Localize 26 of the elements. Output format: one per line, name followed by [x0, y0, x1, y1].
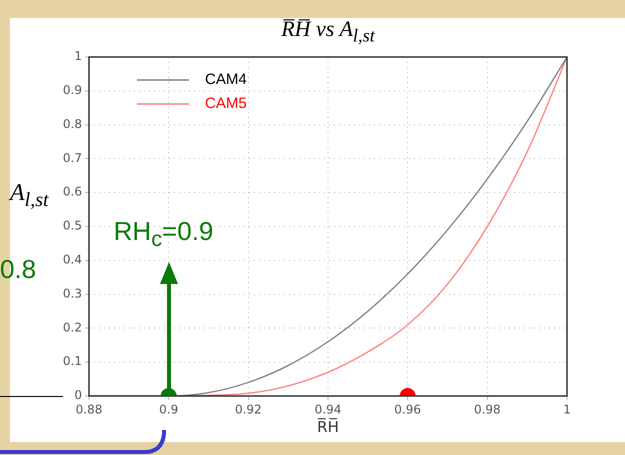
y-tick-label: 1: [74, 49, 82, 64]
y-tick-label: 0.1: [62, 354, 82, 368]
y-tick-label: 0.2: [62, 320, 82, 334]
x-tick-label: 0.88: [76, 402, 102, 416]
y-tick-label: 0.8: [62, 116, 82, 131]
x-tick-label: 0.9: [159, 402, 178, 416]
x-tick-label: 0.94: [314, 402, 342, 416]
y-tick-label: 0.7: [62, 150, 82, 165]
x-tick-label: 0.92: [234, 402, 262, 416]
y-tick-label: 0: [74, 388, 82, 402]
text: 0.8: [0, 254, 36, 285]
chart-title: R̅H̅ vs A$_{l,st}$: [280, 16, 376, 46]
x-tick-label: 0.98: [474, 402, 501, 416]
y-tick-label: 0.4: [62, 252, 82, 267]
y-tick-label: 0.3: [62, 286, 82, 300]
x-tick-label: 0.96: [394, 402, 422, 416]
x-tick-label: 1: [563, 402, 571, 416]
line-series: [89, 57, 567, 396]
legend-label: CAM4: [205, 71, 247, 88]
y-tick-label: 0.5: [62, 218, 82, 233]
y-tick-label: 0.6: [62, 184, 82, 199]
legend-label: CAM5: [205, 95, 247, 112]
y-tick-label: 0.9: [62, 83, 82, 98]
x-axis-title: R̅H̅: [316, 418, 340, 436]
y-axis-title: A$_{l,st}$: [10, 180, 49, 212]
annotation: RH$_{c}$=0.9: [114, 216, 214, 252]
